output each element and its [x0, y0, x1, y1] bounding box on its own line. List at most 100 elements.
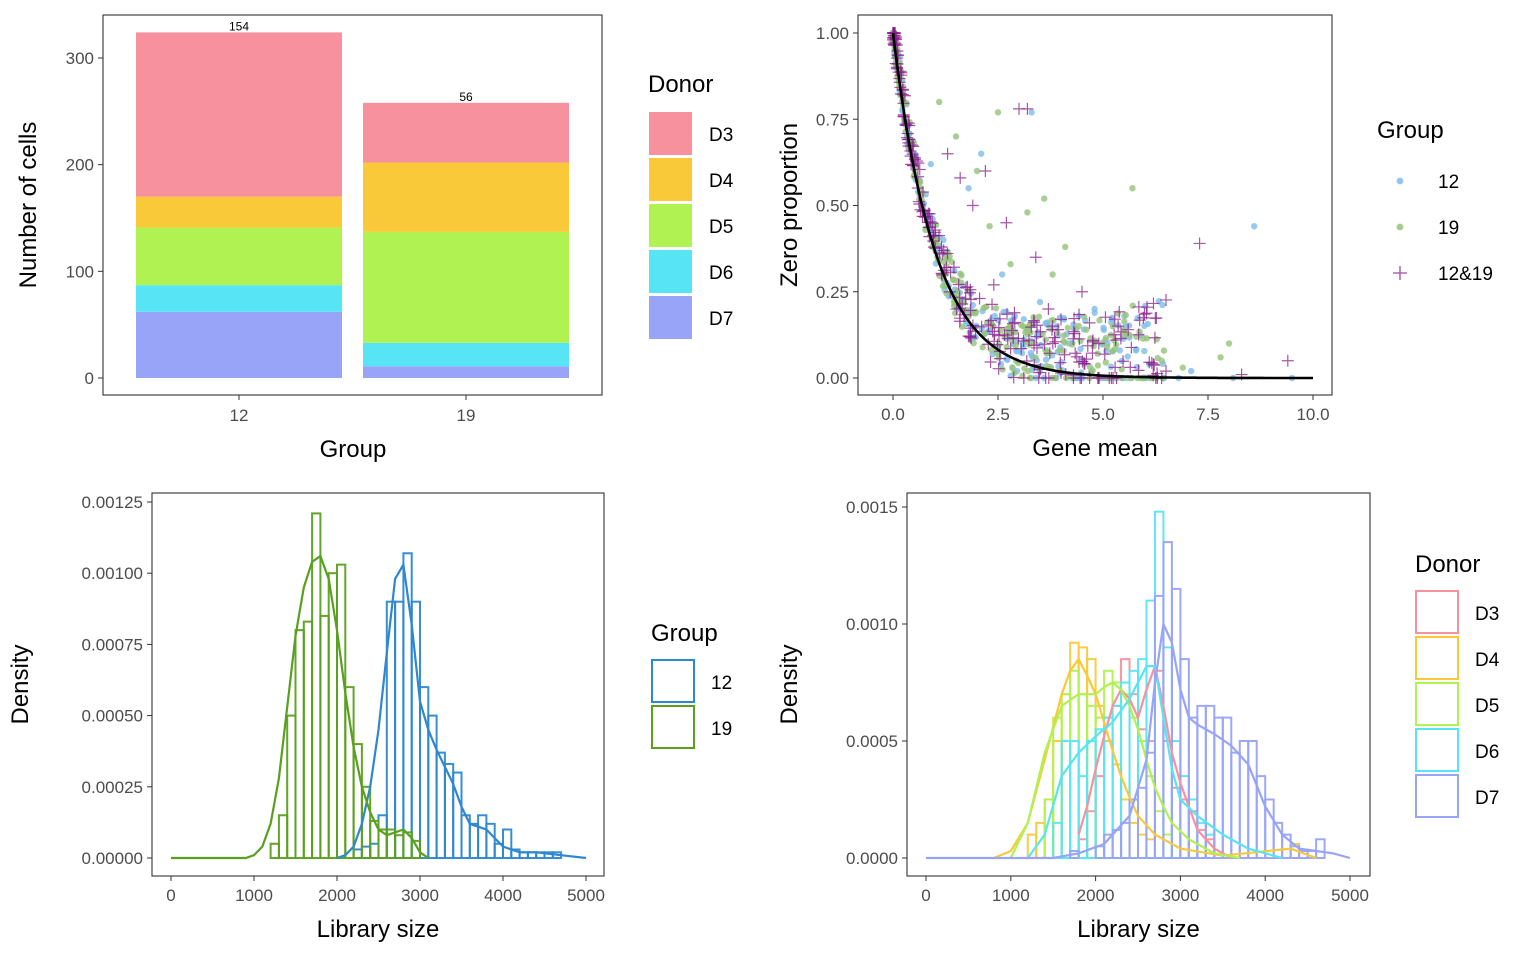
hist-bar-d3 [1077, 838, 1089, 860]
legend-title: Group [1377, 117, 1444, 144]
hist-bar-d6 [1060, 740, 1072, 859]
scatter-point-19 [1094, 362, 1102, 369]
scatter-point-19 [1158, 357, 1166, 364]
scatter-point-12-19 [1117, 355, 1130, 368]
hist-bar-12 [435, 751, 446, 860]
scatter-point-12-19 [1015, 342, 1028, 355]
panel-border [102, 14, 603, 396]
x-tick-label: 5.0 [1091, 405, 1115, 424]
y-axis-title: Zero proportion [776, 123, 803, 287]
y-tick-label: 0.25 [816, 283, 849, 302]
scatter-point-12-19 [1001, 332, 1014, 345]
y-tick-label: 0.75 [816, 110, 849, 129]
scatter-point-19 [1035, 313, 1043, 320]
scatter-point-12-19 [1052, 323, 1065, 336]
bar-segment-d6 [363, 342, 569, 367]
density-curve-d6 [1026, 665, 1283, 860]
scatter-point-12-19 [986, 298, 999, 311]
x-tick-label: 12 [230, 406, 249, 425]
scatter-point-12-19 [1086, 334, 1099, 347]
scatter-point-19 [1027, 329, 1034, 336]
legend-label: 19 [711, 719, 732, 740]
scatter-point-19 [1007, 260, 1014, 268]
scatter-point-12-19 [1031, 341, 1044, 354]
scatter-point-19 [1129, 185, 1136, 192]
scatter-point-19 [979, 344, 986, 351]
scatter-point-12-19 [1017, 372, 1030, 384]
hist-bar-19 [277, 814, 289, 860]
scatter-point-12-19 [1149, 312, 1162, 325]
scatter-point-12-19 [1148, 359, 1161, 372]
scatter-point-19 [1083, 326, 1090, 333]
x-tick-label: 0 [166, 886, 175, 905]
scatter-point-12-19 [1031, 319, 1044, 332]
scatter-point-12-19 [1160, 293, 1172, 306]
hist-bar-d5 [1145, 775, 1156, 859]
scatter-point-12-19 [964, 304, 977, 317]
scatter-point-12 [1141, 347, 1148, 355]
legend-key-d3 [1415, 590, 1459, 634]
legend-group-scatter: Group 12 19 12&19 [1377, 117, 1493, 285]
scatter-point-12-19 [1112, 320, 1125, 333]
scatter-point-19 [1003, 343, 1010, 351]
bar-value-label: 154 [229, 19, 249, 33]
y-tick-label: 0.00000 [82, 849, 143, 868]
scatter-point-12-19 [1007, 331, 1020, 344]
hist-bar-d6 [1162, 646, 1173, 860]
hist-bar-12 [360, 845, 372, 859]
x-axis-title: Gene mean [1032, 435, 1157, 462]
scatter-point-19 [970, 339, 977, 347]
scatter-point-19 [1041, 195, 1048, 202]
legend-key-d5 [649, 204, 692, 247]
scatter-point-12-19 [1109, 334, 1122, 347]
scatter-point-12-19 [1022, 334, 1035, 347]
scatter-point-12-19 [993, 312, 1006, 325]
scatter-point-12-19 [1068, 327, 1081, 340]
legend-key-d6 [1415, 728, 1459, 772]
scatter-point-19 [1054, 329, 1061, 336]
scatter-point-12-19 [1034, 325, 1047, 338]
scatter-point-19 [1060, 332, 1067, 339]
fit-curve [891, 32, 1313, 380]
hist-bar-19 [336, 563, 347, 859]
scatter-point-12 [1100, 324, 1107, 332]
scatter-point-19 [973, 167, 981, 175]
x-tick-label: 5000 [1331, 886, 1369, 905]
scatter-point-19 [1122, 311, 1130, 319]
scatter-point-19 [1136, 328, 1143, 335]
density-curve-d7 [926, 620, 1351, 860]
x-tick-label: 2.5 [986, 405, 1010, 424]
hist-bar-d6 [1128, 669, 1140, 859]
scatter-point-19 [999, 366, 1006, 373]
chart-library-size-by-donor: 0 1000 2000 3000 4000 5000 0.0000 0.0005 0.0010 0… [776, 492, 1371, 943]
scatter-point-19 [1012, 342, 1019, 349]
hist-bar-12 [394, 600, 405, 859]
scatter-point-12-19 [1092, 372, 1105, 384]
scatter-point-12-19 [1004, 342, 1017, 355]
scatter-point-12-19 [1105, 372, 1118, 384]
scatter-point-12-19 [1006, 317, 1019, 330]
scatter-point-19 [1032, 354, 1039, 361]
scatter-point-12-19 [984, 355, 997, 368]
y-tick-label: 1.00 [816, 24, 849, 43]
scatter-point-12-19 [1001, 308, 1014, 321]
scatter-point-12-19 [1029, 251, 1042, 264]
legend-label: D5 [709, 217, 733, 238]
scatter-point-12 [999, 271, 1006, 278]
hist-bar-12 [352, 848, 363, 859]
scatter-point-12 [1116, 347, 1124, 354]
bar-segment-d6 [136, 285, 342, 312]
chart-zero-proportion: 0.0 2.5 5.0 7.5 10.0 0.00 0.25 0.50 0.75 1.00 Gene… [776, 14, 1333, 462]
legend-label: D6 [1475, 742, 1499, 763]
histogram-layers [171, 512, 587, 860]
scatter-point-12-19 [1054, 356, 1067, 369]
scatter-point-19 [994, 109, 1002, 116]
hist-bar-d5 [1120, 693, 1131, 860]
bar-segment-d3 [136, 32, 342, 197]
hist-bar-d5 [1086, 704, 1097, 860]
legend-key-19 [651, 705, 695, 749]
scatter-point-12-19 [911, 170, 924, 183]
hist-bar-d3 [1120, 658, 1131, 859]
scatter-point-12-19 [1073, 332, 1086, 345]
scatter-point-12-19 [975, 320, 988, 333]
